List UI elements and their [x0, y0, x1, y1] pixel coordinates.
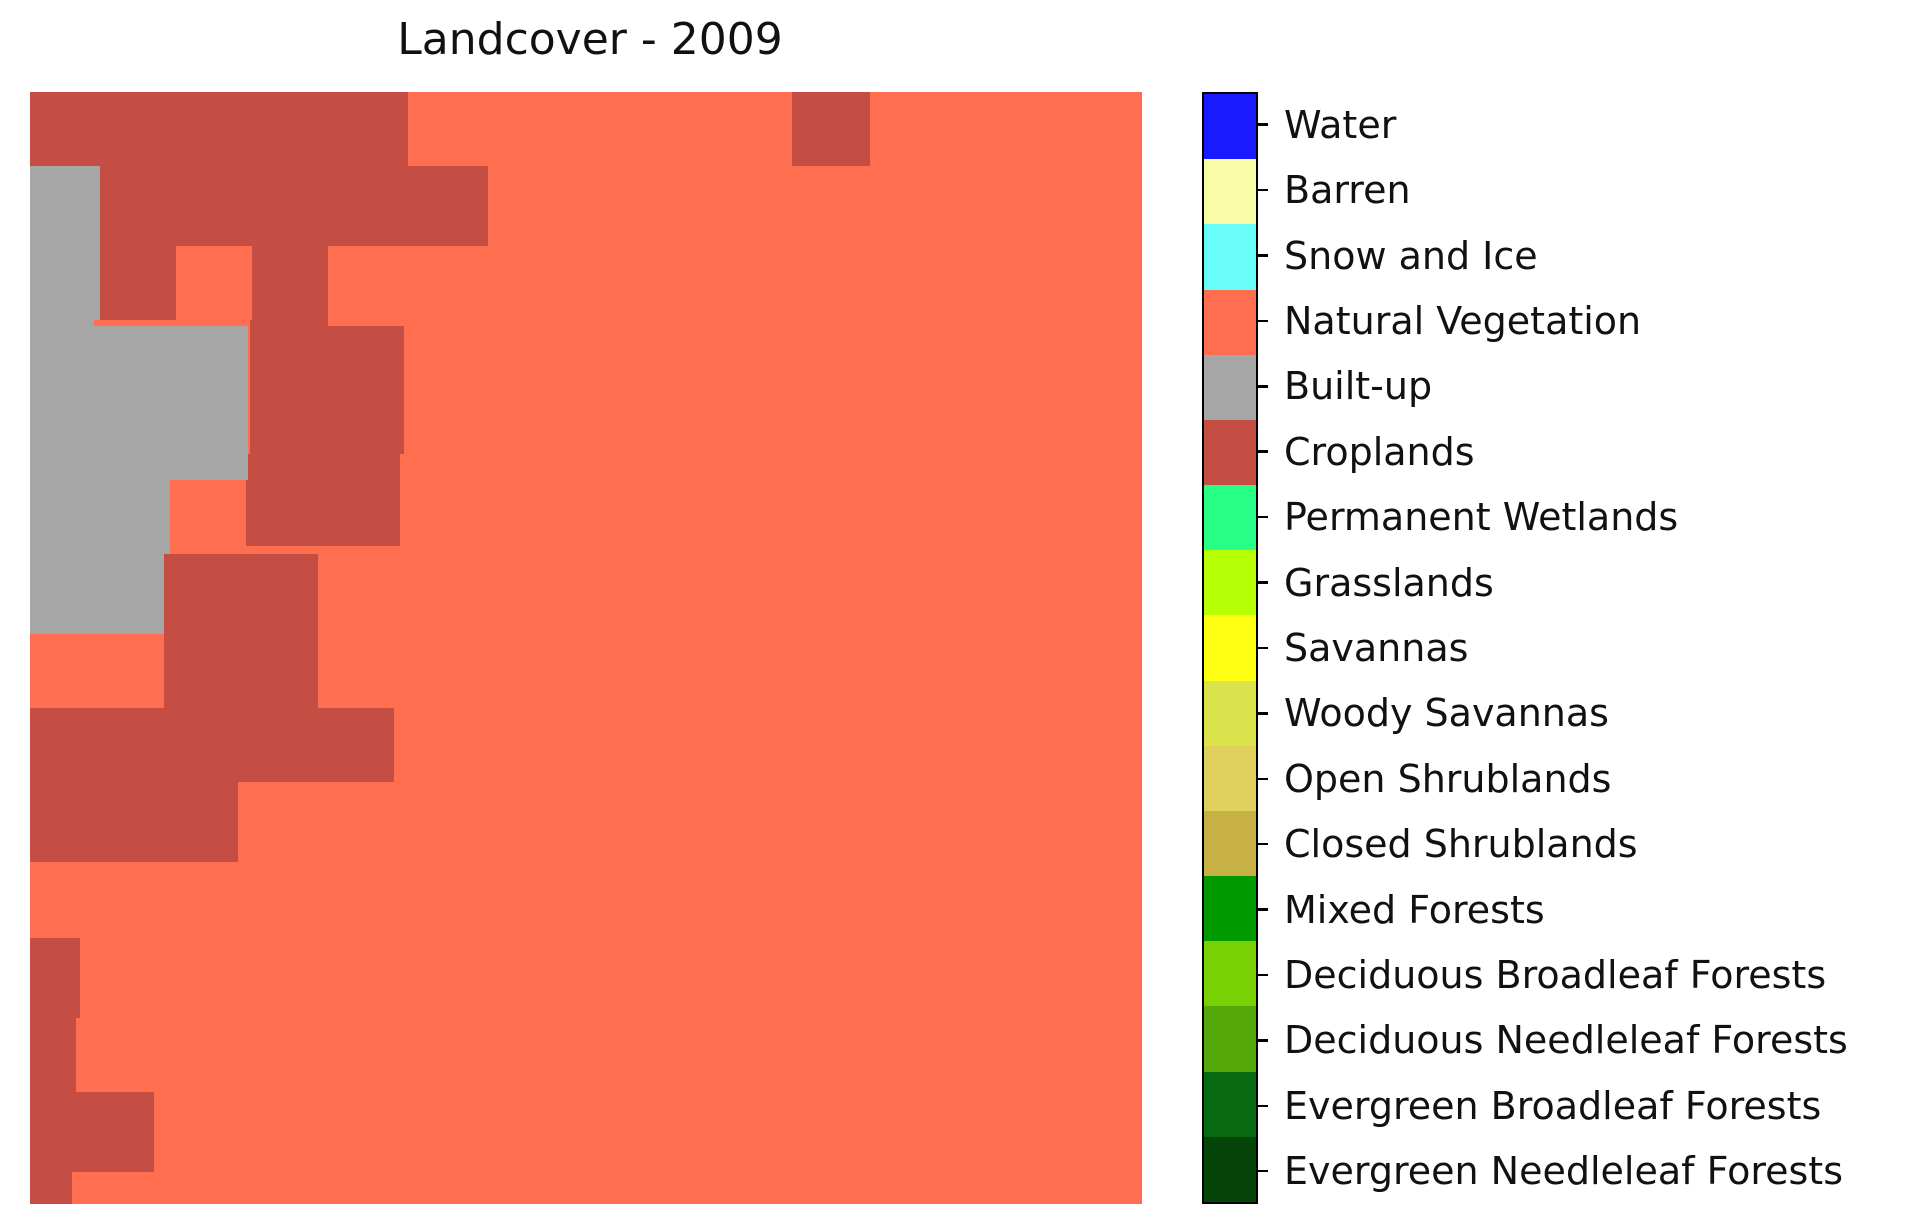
built-up-patch [30, 480, 170, 554]
colorbar-swatch [1204, 159, 1256, 225]
colorbar-swatch [1204, 1136, 1256, 1202]
cropland-patch [30, 708, 394, 782]
legend-label: Deciduous Needleleaf Forests [1284, 1018, 1848, 1063]
legend-label: Mixed Forests [1284, 887, 1545, 932]
legend-label: Snow and Ice [1284, 233, 1538, 278]
colorbar-tick [1258, 973, 1268, 977]
legend-item: Water [1258, 92, 1930, 157]
landcover-map [30, 92, 1142, 1204]
colorbar-swatch [1204, 941, 1256, 1007]
legend-item: Permanent Wetlands [1258, 484, 1930, 549]
colorbar-swatch [1204, 94, 1256, 160]
legend-label: Savannas [1284, 625, 1469, 670]
legend-label: Natural Vegetation [1284, 298, 1642, 343]
built-up-regions [30, 166, 248, 634]
colorbar-tick [1258, 385, 1268, 388]
colorbar-tick [1258, 254, 1268, 257]
legend-label: Evergreen Broadleaf Forests [1284, 1083, 1822, 1128]
legend-item: Barren [1258, 157, 1930, 222]
cropland-patch [30, 1092, 154, 1172]
cropland-patch [30, 1018, 76, 1092]
legend-item: Grasslands [1258, 550, 1930, 615]
colorbar-tick [1258, 908, 1268, 911]
legend-item: Evergreen Broadleaf Forests [1258, 1073, 1930, 1138]
legend-label: Woody Savannas [1284, 691, 1609, 736]
cropland-patch [246, 454, 400, 546]
cropland-patch [250, 326, 404, 454]
colorbar-swatch [1204, 876, 1256, 942]
colorbar-tick [1258, 581, 1268, 584]
legend-label: Open Shrublands [1284, 756, 1612, 801]
legend-item: Open Shrublands [1258, 746, 1930, 811]
built-up-patch [30, 326, 248, 480]
colorbar-swatch [1204, 224, 1256, 290]
colorbar-tick [1258, 319, 1268, 323]
built-up-patch [30, 554, 164, 634]
cropland-patch [164, 554, 318, 708]
legend-item: Snow and Ice [1258, 223, 1930, 288]
legend-item: Woody Savannas [1258, 681, 1930, 746]
legend-item: Mixed Forests [1258, 877, 1930, 942]
colorbar-tick [1258, 1169, 1268, 1173]
built-up-patch [30, 166, 100, 320]
colorbar-tick [1258, 515, 1268, 519]
cropland-patch [250, 320, 328, 326]
colorbar-tick [1258, 712, 1268, 715]
legend-label: Croplands [1284, 429, 1475, 474]
colorbar-tick [1258, 842, 1268, 846]
colorbar-tick [1258, 123, 1268, 126]
colorbar-tick [1258, 646, 1268, 650]
colorbar-swatch [1204, 1006, 1256, 1072]
colorbar-swatch [1204, 810, 1256, 877]
legend-item: Savannas [1258, 615, 1930, 680]
colorbar-labels: Water Barren Snow and Ice Natural Vegetatio… [1258, 92, 1930, 1204]
map-title: Landcover - 2009 [397, 14, 783, 65]
legend-label: Built-up [1284, 364, 1433, 409]
colorbar-swatch [1204, 680, 1256, 746]
legend-label: Grasslands [1284, 560, 1494, 605]
colorbar-tick [1258, 450, 1268, 453]
built-up-patch [30, 320, 94, 326]
colorbar-swatch [1204, 289, 1256, 355]
colorbar-swatch [1204, 745, 1256, 811]
cropland-patch [30, 782, 238, 862]
legend-label: Closed Shrublands [1284, 822, 1638, 867]
colorbar-swatch [1204, 485, 1256, 551]
colorbar-swatch [1204, 550, 1256, 616]
cropland-patch [30, 166, 488, 246]
colorbar-tick [1258, 1104, 1268, 1108]
legend-label: Evergreen Needleleaf Forests [1284, 1149, 1843, 1194]
legend-item: Deciduous Broadleaf Forests [1258, 942, 1930, 1007]
cropland-patch [252, 246, 328, 326]
colorbar-tick [1258, 1039, 1268, 1042]
legend-item: Natural Vegetation [1258, 288, 1930, 353]
colorbar-swatch [1204, 615, 1256, 681]
cropland-patch [792, 92, 870, 166]
colorbar-swatch [1204, 354, 1256, 420]
cropland-patch [30, 938, 80, 1018]
legend-item: Evergreen Needleleaf Forests [1258, 1139, 1930, 1204]
legend-item: Deciduous Needleleaf Forests [1258, 1008, 1930, 1073]
colorbar-tick [1258, 777, 1268, 781]
legend-label: Permanent Wetlands [1284, 495, 1679, 540]
legend-label: Water [1284, 102, 1397, 147]
colorbar-swatch [1204, 419, 1256, 486]
legend-label: Barren [1284, 168, 1411, 213]
legend-item: Croplands [1258, 419, 1930, 484]
legend-item: Built-up [1258, 354, 1930, 419]
colorbar-tick [1258, 188, 1268, 192]
cropland-patch [30, 1172, 72, 1204]
legend-label: Deciduous Broadleaf Forests [1284, 952, 1827, 997]
cropland-patch [30, 92, 408, 166]
colorbar [1202, 92, 1258, 1204]
colorbar-swatch [1204, 1071, 1256, 1137]
legend-item: Closed Shrublands [1258, 811, 1930, 876]
